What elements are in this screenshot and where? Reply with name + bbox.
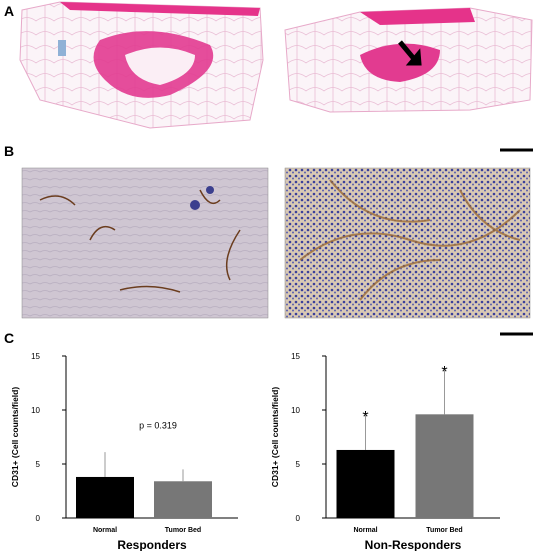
significance-marker: * — [441, 364, 447, 381]
annotation: p = 0.319 — [139, 420, 177, 430]
x-tick-label: Normal — [353, 527, 377, 534]
histology-b-right — [284, 167, 531, 319]
y-tick-label: 15 — [291, 352, 300, 361]
y-tick-label: 0 — [296, 514, 301, 523]
x-tick-label: Tumor Bed — [426, 527, 462, 534]
bar — [336, 449, 395, 518]
y-tick-label: 5 — [296, 460, 301, 469]
y-tick-label: 10 — [291, 406, 300, 415]
y-axis-label: CD31+ (Cell counts/field) — [270, 387, 280, 488]
y-tick-label: 10 — [31, 406, 40, 415]
chart-title: Responders — [117, 538, 187, 551]
histology-a-left — [19, 1, 264, 129]
panel-label: A — [4, 3, 14, 19]
y-tick-label: 0 — [36, 514, 41, 523]
significance-marker: * — [362, 409, 368, 426]
x-tick-label: Normal — [93, 527, 117, 534]
histology-b-left — [21, 167, 269, 319]
panel-label: C — [4, 330, 14, 346]
y-tick-label: 15 — [31, 352, 40, 361]
x-tick-label: Tumor Bed — [165, 527, 201, 534]
bar — [154, 481, 212, 518]
bar — [76, 476, 134, 518]
bar — [415, 414, 474, 518]
y-axis-label: CD31+ (Cell counts/field) — [10, 387, 20, 488]
panel-label: B — [4, 143, 14, 159]
histology-a-right — [284, 7, 533, 113]
chart-title: Non-Responders — [365, 538, 462, 551]
y-tick-label: 5 — [36, 460, 41, 469]
